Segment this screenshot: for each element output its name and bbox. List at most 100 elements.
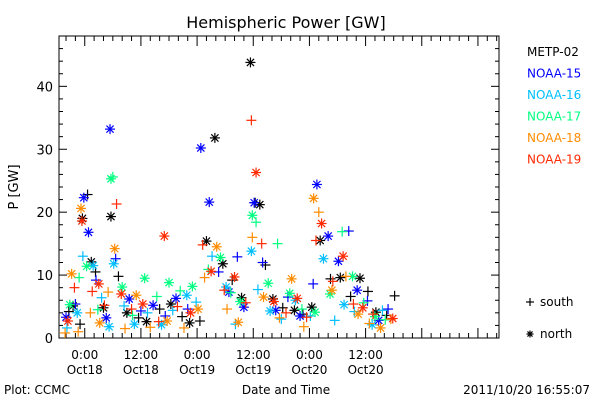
north-point [311,179,322,190]
north-point [357,302,368,313]
x-axis: 0:00Oct1812:00Oct180:00Oct1912:00Oct190:… [65,36,498,377]
south-point [213,266,224,277]
plot-area-frame [58,35,500,339]
footer-credit: Plot: CCMC [4,383,70,397]
south-point [380,314,391,325]
north-point [187,281,198,292]
marker-stroke [259,293,268,302]
marker-stroke [186,308,195,317]
marker-stroke [336,273,345,282]
marker-stroke [196,143,205,153]
north-point [88,260,99,271]
marker-stroke [79,193,88,202]
marker-stroke [207,267,216,276]
north-point [76,203,86,214]
north-point [268,296,279,307]
marker-stroke [236,297,245,306]
south-point [272,238,283,249]
north-point [258,292,269,303]
marker-stroke [130,320,139,329]
north-point [339,299,350,310]
south-point [151,291,162,302]
north-point [265,305,276,316]
north-point [141,316,152,327]
x-tick-label-date: Oct20 [291,363,327,377]
south-point [230,319,241,330]
marker-stroke [293,294,302,303]
x-tick-label-time: 0:00 [296,348,323,362]
marker-stroke [149,301,158,310]
south-point [222,304,233,315]
north-point [233,317,244,328]
north-point [193,304,204,315]
marker-stroke [164,278,174,287]
marker-stroke [269,297,278,306]
marker-stroke [319,254,328,263]
north-point [101,312,112,323]
marker-stroke [210,133,219,142]
marker-stroke [122,308,131,317]
north-point [66,268,77,279]
x-tick-label-time: 12:00 [124,348,159,362]
north-point [352,285,363,296]
marker-stroke [271,306,280,315]
south-point [340,271,351,282]
marker-stroke [246,58,255,67]
south-point [177,311,188,322]
symbol-legend-label: north [540,327,572,341]
legend-entry: METP-02 [527,45,579,59]
symbol-legend-label: south [540,295,574,309]
north-point [164,277,174,288]
north-point [369,311,380,322]
north-point [333,256,344,267]
marker-stroke [163,316,172,326]
marker-stroke [185,318,194,327]
marker-stroke [218,259,227,268]
south-point [277,302,288,313]
marker-stroke [102,313,111,322]
north-point [286,273,297,284]
north-point [211,241,222,252]
south-point [246,115,257,126]
marker-stroke [255,200,264,209]
north-point [137,299,148,310]
marker-stroke [266,306,275,315]
north-point [181,290,192,301]
north-point [204,197,215,208]
marker-stroke [287,274,296,283]
south-point [194,316,205,327]
south-point [120,323,130,334]
marker-stroke [264,279,273,288]
x-tick-label-time: 0:00 [71,348,98,362]
north-point [131,290,142,301]
north-point [316,218,327,229]
south-point [368,309,379,320]
marker-stroke [110,244,119,253]
north-point [245,57,256,68]
north-point [159,231,170,242]
north-point [78,192,89,203]
y-tick-label: 0 [45,332,53,347]
south-point [178,322,189,333]
south-point [175,285,186,296]
marker-stroke [252,168,261,177]
south-point [325,273,336,284]
marker-stroke [340,300,349,309]
marker-stroke [95,318,104,327]
south-point [126,304,137,315]
north-point [116,288,127,299]
north-point [338,251,349,262]
x-tick-label-time: 0:00 [184,348,211,362]
north-point [72,307,83,318]
north-point [306,302,317,313]
south-point [77,251,88,262]
south-point [103,287,114,298]
south-point [107,171,118,182]
south-point [364,318,375,329]
south-point [260,260,271,271]
marker-stroke [188,282,197,291]
marker-stroke [527,331,533,337]
y-tick-label: 10 [36,269,53,284]
north-point [308,193,319,204]
y-axis-label: P [GW] [7,164,22,209]
